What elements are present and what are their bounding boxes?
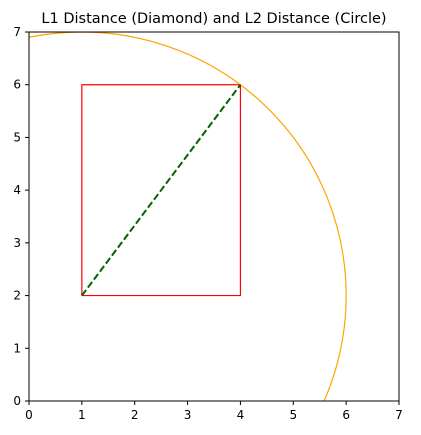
y-tick-label: 1 <box>13 341 21 355</box>
axes: 0 1 2 3 4 5 6 7 0 1 2 3 4 5 6 7 <box>13 25 402 422</box>
l2-distance-segment <box>81 84 242 297</box>
y-tick-label: 3 <box>13 236 21 250</box>
plot-area <box>29 32 347 401</box>
y-tick-label: 7 <box>13 25 21 39</box>
x-tick-label: 1 <box>78 408 86 422</box>
x-tick-label: 7 <box>395 408 403 422</box>
y-tick-label: 0 <box>13 394 21 408</box>
x-tick-label: 5 <box>289 408 297 422</box>
x-tick-label: 0 <box>25 408 33 422</box>
chart-title: L1 Distance (Diamond) and L2 Distance (C… <box>41 11 386 27</box>
l2-circle <box>29 32 347 401</box>
x-tick-label: 4 <box>237 408 245 422</box>
x-tick-label: 2 <box>131 408 139 422</box>
y-tick-label: 2 <box>13 289 21 303</box>
y-tick-label: 5 <box>13 130 21 144</box>
y-tick-label: 6 <box>13 78 21 92</box>
x-tick-label: 6 <box>342 408 350 422</box>
y-tick-label: 4 <box>13 183 21 197</box>
axes-frame <box>28 31 400 402</box>
x-tick-label: 3 <box>184 408 192 422</box>
